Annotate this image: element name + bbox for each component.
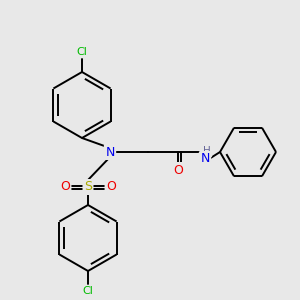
Text: N: N xyxy=(200,152,210,166)
Text: H: H xyxy=(203,146,211,156)
Text: Cl: Cl xyxy=(76,47,87,57)
Text: O: O xyxy=(173,164,183,176)
Text: S: S xyxy=(84,181,92,194)
Text: Cl: Cl xyxy=(82,286,93,296)
Text: N: N xyxy=(105,146,115,158)
Text: O: O xyxy=(60,181,70,194)
Text: O: O xyxy=(106,181,116,194)
